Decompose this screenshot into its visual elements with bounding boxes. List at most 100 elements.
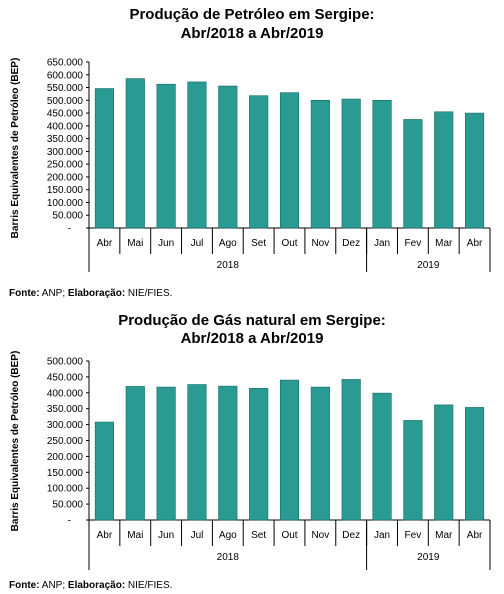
bar-fev-10 <box>403 119 423 229</box>
y-tick-label: 200.000 <box>47 452 84 463</box>
source-note: Fonte: ANP; Elaboração: NIE/FIES. <box>9 580 172 591</box>
x-tick-label: Abr <box>97 238 113 249</box>
x-tick-label: Set <box>251 238 266 249</box>
bar-ago-4 <box>218 385 238 521</box>
elaboration-text: NIE/FIES. <box>125 580 172 591</box>
y-tick-label: - <box>68 516 71 527</box>
y-tick-label: 350.000 <box>47 404 84 415</box>
elaboration-label: Elaboração: <box>68 288 125 299</box>
x-tick-label: Out <box>281 530 297 541</box>
elaboration-label: Elaboração: <box>68 580 125 591</box>
x-tick-label: Dez <box>342 238 360 249</box>
source-text: ANP; <box>40 580 68 591</box>
y-tick-label: 150.000 <box>47 185 84 196</box>
bar-mai-1 <box>125 78 145 229</box>
chart-title-line1: Produção de Gás natural em Sergipe: <box>118 312 386 329</box>
x-group-label: 2019 <box>417 260 440 271</box>
chart-title-line2: Abr/2018 a Abr/2019 <box>181 330 324 347</box>
chart-title-line1: Produção de Petróleo em Sergipe: <box>129 6 374 23</box>
x-group-label: 2018 <box>217 260 240 271</box>
y-tick-label: 650.000 <box>47 58 84 69</box>
x-tick-label: Set <box>251 530 266 541</box>
y-tick-label: 100.000 <box>47 484 84 495</box>
y-tick-label: 100.000 <box>47 198 84 209</box>
bar-mai-1 <box>125 386 145 521</box>
bar-fev-10 <box>403 420 423 521</box>
y-tick-label: - <box>68 224 71 235</box>
source-text: ANP; <box>40 288 68 299</box>
bar-jan-9 <box>372 392 392 521</box>
bar-abr-12 <box>465 407 485 521</box>
x-tick-label: Jan <box>374 238 390 249</box>
bar-jun-2 <box>156 83 176 229</box>
bar-abr-0 <box>94 88 114 229</box>
y-tick-label: 600.000 <box>47 70 84 81</box>
plot-area: 500.000 450.000 400.000 350.000 300.000 250.0… <box>47 357 491 570</box>
chart-title-line2: Abr/2018 a Abr/2019 <box>181 25 324 42</box>
bar-mar-11 <box>434 111 454 229</box>
x-tick-label: Ago <box>219 238 237 249</box>
elaboration-text: NIE/FIES. <box>125 288 172 299</box>
x-tick-label: Fev <box>405 238 422 249</box>
bar-dez-8 <box>341 98 361 229</box>
x-tick-label: Fev <box>405 530 422 541</box>
oil-production-chart: Produção de Petróleo em Sergipe: Abr/201… <box>9 6 491 299</box>
bar-out-6 <box>279 379 300 521</box>
y-tick-label: 200.000 <box>47 172 84 183</box>
x-tick-label: Out <box>281 238 297 249</box>
bar-jun-2 <box>156 386 176 521</box>
source-note: Fonte: ANP; Elaboração: NIE/FIES. <box>9 288 172 299</box>
bar-jan-9 <box>372 100 392 229</box>
y-axis-label: Barris Equivalentes de Petróleo (BEP) <box>10 351 21 532</box>
source-label: Fonte: <box>9 580 40 591</box>
x-tick-label: Jan <box>374 530 390 541</box>
bar-abr-12 <box>465 112 485 229</box>
x-group-label: 2018 <box>217 552 240 563</box>
x-tick-label: Nov <box>311 530 329 541</box>
bar-jul-3 <box>187 384 207 521</box>
bar-nov-7 <box>310 100 330 229</box>
x-group-label: 2019 <box>417 552 440 563</box>
bar-mar-11 <box>434 404 454 521</box>
y-tick-label: 400.000 <box>47 121 84 132</box>
y-tick-label: 300.000 <box>47 147 84 158</box>
y-tick-label: 550.000 <box>47 83 84 94</box>
x-tick-label: Jun <box>158 530 174 541</box>
y-axis-label: Barris Equivalentes de Petróleo (BEP) <box>10 58 21 239</box>
bar-set-5 <box>249 388 269 521</box>
y-tick-label: 500.000 <box>47 96 84 107</box>
x-tick-label: Jun <box>158 238 174 249</box>
x-tick-label: Dez <box>342 530 360 541</box>
y-tick-label: 300.000 <box>47 420 84 431</box>
x-tick-label: Abr <box>467 530 483 541</box>
bar-dez-8 <box>341 379 361 521</box>
y-tick-label: 350.000 <box>47 134 84 145</box>
y-tick-label: 50.000 <box>52 500 83 511</box>
x-tick-label: Jul <box>191 530 204 541</box>
x-tick-label: Jul <box>191 238 204 249</box>
x-tick-label: Abr <box>467 238 483 249</box>
bar-set-5 <box>249 95 269 229</box>
y-tick-label: 400.000 <box>47 388 84 399</box>
x-tick-label: Ago <box>219 530 237 541</box>
y-tick-label: 50.000 <box>52 211 83 222</box>
y-tick-label: 250.000 <box>47 436 84 447</box>
x-tick-label: Abr <box>97 530 113 541</box>
x-tick-label: Mar <box>435 238 453 249</box>
y-tick-label: 450.000 <box>47 109 84 120</box>
bar-jul-3 <box>187 81 207 229</box>
source-label: Fonte: <box>9 288 40 299</box>
y-tick-label: 500.000 <box>47 357 84 368</box>
bar-ago-4 <box>218 85 238 229</box>
x-tick-label: Mai <box>127 530 143 541</box>
x-tick-label: Mai <box>127 238 143 249</box>
y-tick-label: 150.000 <box>47 468 84 479</box>
x-tick-label: Mar <box>435 530 453 541</box>
x-tick-label: Nov <box>311 238 329 249</box>
bar-abr-0 <box>94 421 114 521</box>
gas-production-chart: Produção de Gás natural em Sergipe: Abr/… <box>9 312 491 591</box>
bar-out-6 <box>279 92 300 229</box>
y-tick-label: 450.000 <box>47 372 84 383</box>
bar-nov-7 <box>310 386 330 521</box>
